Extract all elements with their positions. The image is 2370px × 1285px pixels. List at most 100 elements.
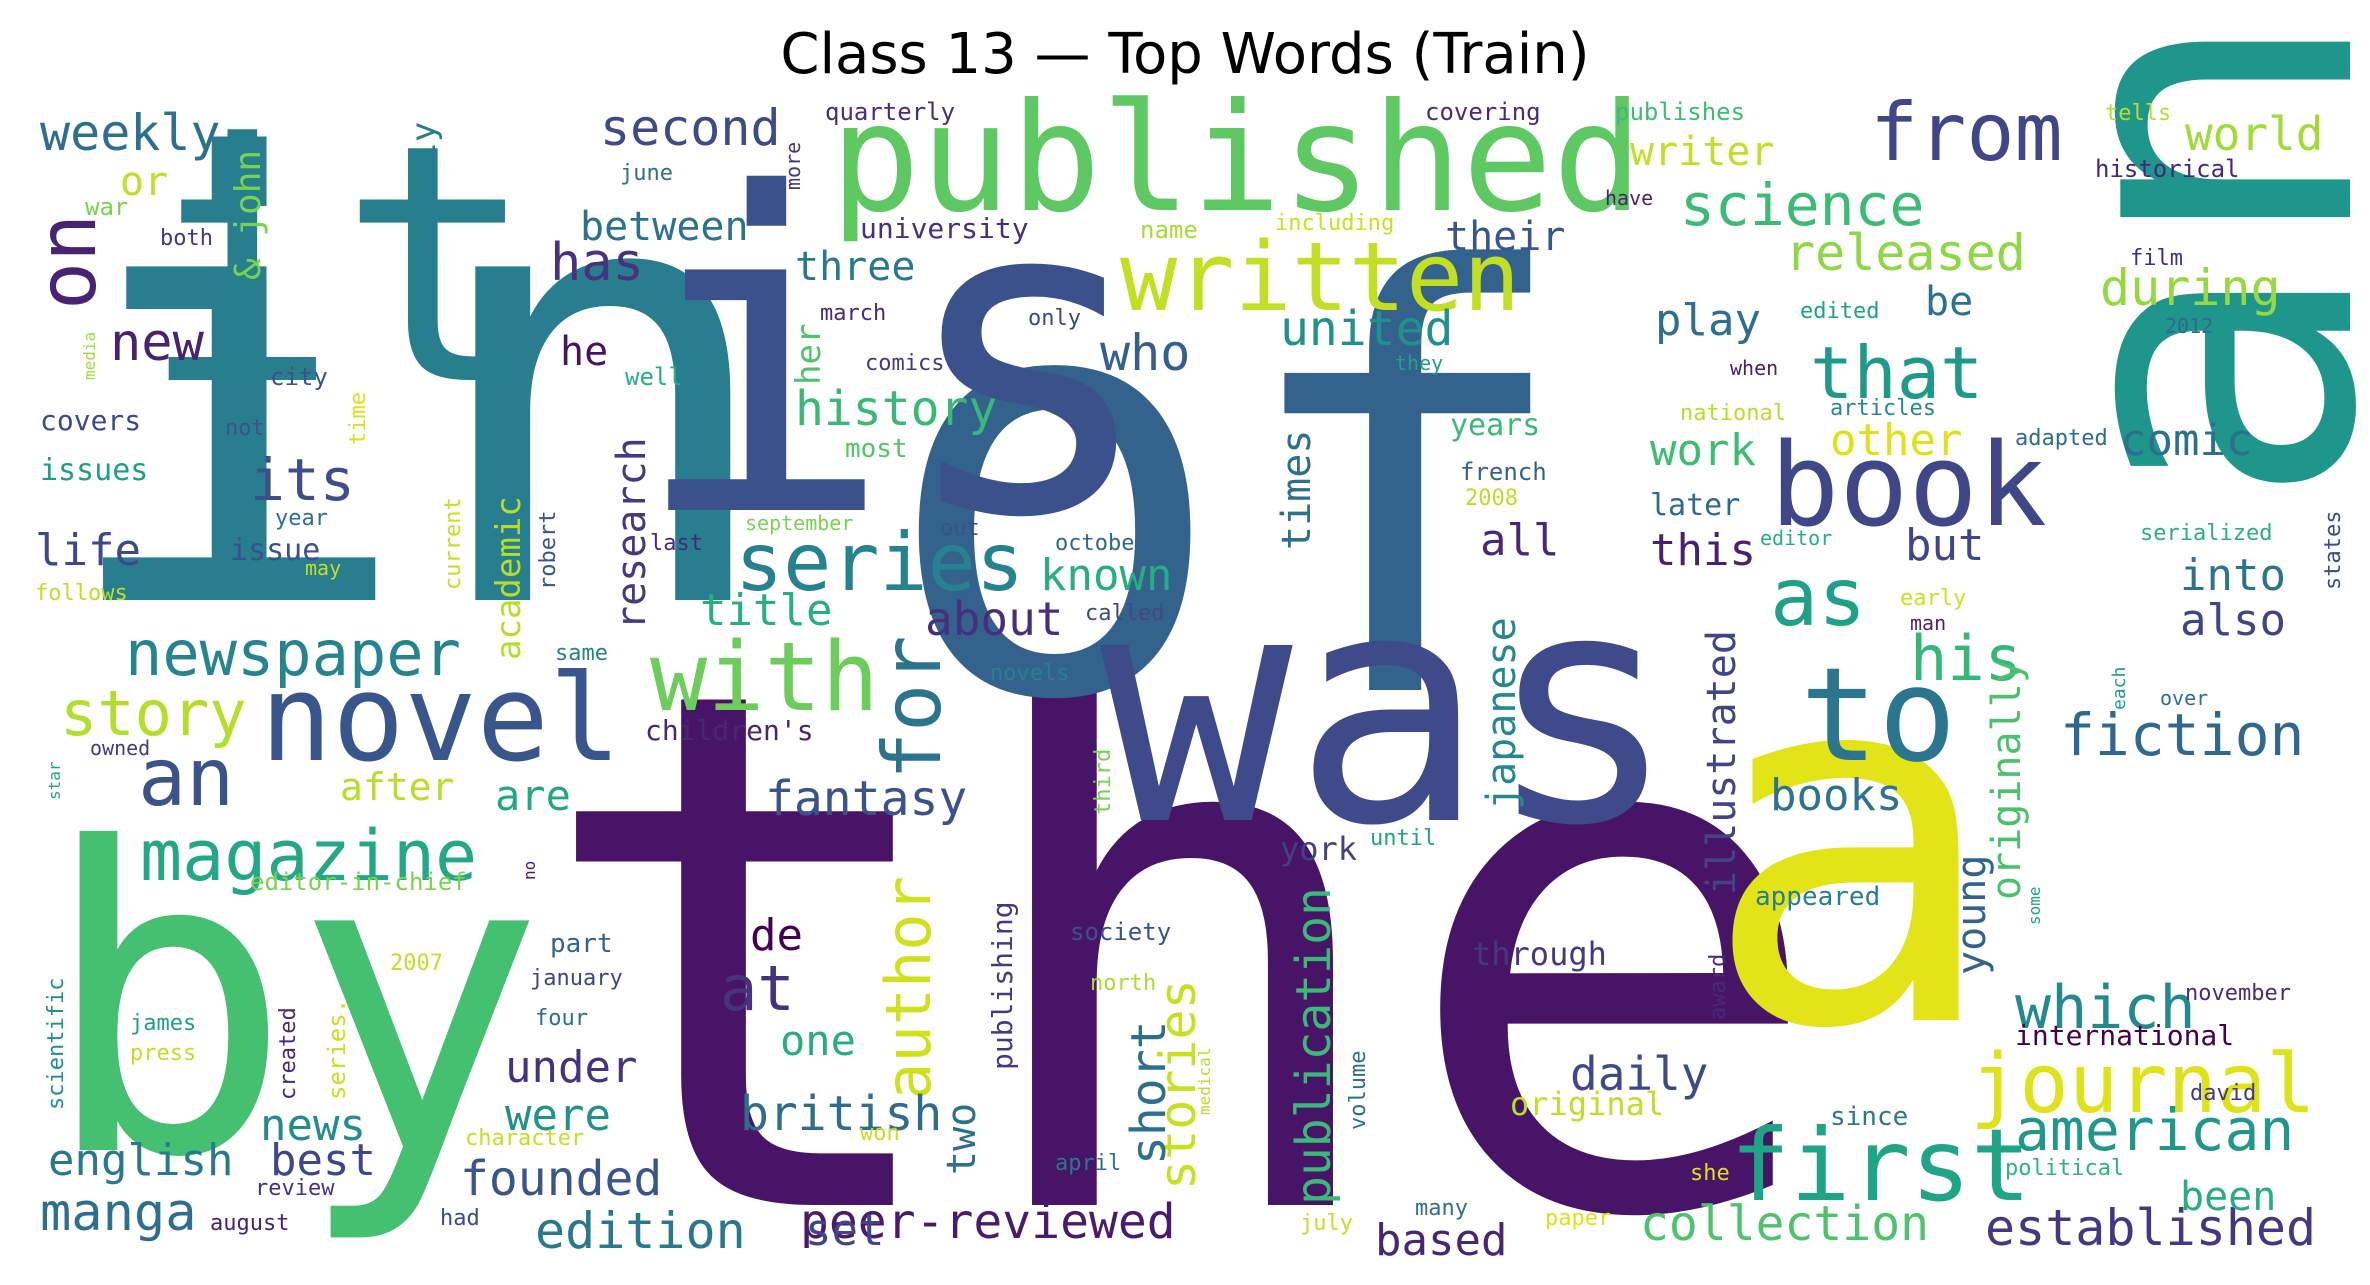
word-into: into — [2180, 550, 2286, 601]
word-at: at — [720, 952, 795, 1025]
word-july: july — [1300, 1211, 1353, 1236]
word-daily: daily — [1570, 1047, 1708, 1101]
word-been: been — [2180, 1174, 2276, 1220]
word-world: world — [2185, 107, 2323, 161]
word-are: are — [495, 771, 571, 820]
word-press: press — [130, 1041, 196, 1066]
word-part: part — [550, 929, 613, 959]
word-north: north — [1090, 971, 1156, 996]
word-international: international — [2015, 1019, 2234, 1052]
word-writer: writer — [1630, 129, 1775, 175]
word-one: one — [780, 1016, 856, 1065]
word-during: during — [2100, 259, 2281, 317]
word-june: june — [620, 161, 673, 186]
word-tells: tells — [2105, 101, 2171, 126]
word-scientific: scientific — [44, 978, 69, 1110]
word-who: who — [1100, 324, 1190, 382]
word-research: research — [609, 437, 655, 630]
word-political: political — [2005, 1156, 2124, 1181]
word-this: this — [1650, 525, 1756, 576]
word-american: american — [2015, 1096, 2294, 1164]
word-articles: articles — [1830, 396, 1936, 421]
word-which: which — [2015, 973, 2196, 1043]
word-later: later — [1650, 488, 1740, 523]
word-with: with — [650, 623, 879, 733]
word-march: march — [820, 301, 886, 326]
word-robert: robert — [536, 511, 561, 590]
word-news: news — [260, 1100, 366, 1151]
word-established: established — [1985, 1199, 2316, 1257]
word-some: some — [2025, 886, 2044, 925]
word-title: title — [700, 585, 832, 636]
word-from: from — [1870, 86, 2063, 179]
word-stories: stories — [1149, 979, 1207, 1190]
word-novel: novel — [260, 650, 621, 789]
word-by: by — [40, 761, 546, 1250]
word-david: david — [2190, 1081, 2256, 1106]
word-series: series. — [323, 999, 351, 1100]
word-he: he — [560, 329, 608, 375]
word-british: british — [740, 1086, 942, 1142]
word-more: more — [781, 142, 805, 190]
word-time: time — [346, 392, 371, 445]
word-character: character — [465, 1126, 584, 1151]
word-editor: editor — [1760, 526, 1832, 550]
word-adapted: adapted — [2015, 426, 2108, 451]
word-publication: publication — [1286, 887, 1342, 1205]
word-book: book — [1770, 419, 2047, 553]
word-early: early — [1900, 586, 1966, 611]
word-is: is — [630, 102, 1160, 614]
word-city: city — [270, 363, 328, 391]
word-through: through — [1472, 935, 1607, 973]
word-journal: journal — [1970, 1037, 2316, 1132]
word-de: de — [750, 910, 803, 961]
word-each: each — [2109, 667, 2130, 710]
word-no: no — [520, 861, 539, 880]
word-or: or — [120, 159, 168, 205]
word-a: a — [1700, 556, 2001, 1138]
word-has: has — [550, 233, 644, 293]
word-academic: academic — [489, 496, 529, 660]
word-won: won — [860, 1121, 900, 1146]
word-medical: medical — [1195, 1048, 1214, 1115]
word-2012: 2012 — [2165, 314, 2213, 338]
word-best: best — [270, 1135, 376, 1186]
word-many: many — [1415, 1196, 1468, 1221]
word-magazine: magazine — [140, 815, 477, 897]
word-created: created — [276, 1007, 301, 1100]
word-war: war — [85, 193, 128, 221]
word-three: three — [795, 244, 915, 290]
word-only: only — [1028, 306, 1081, 331]
word-books: books — [1770, 770, 1902, 821]
word-comic: comic — [2120, 415, 2252, 466]
word-founded: founded — [460, 1151, 662, 1207]
word-written: written — [1120, 223, 1520, 333]
word-york: york — [1280, 830, 1357, 868]
word-series: series — [735, 516, 1024, 609]
word-comics: comics — [865, 351, 944, 376]
word-volume: volume — [1346, 1051, 1371, 1130]
word-also: also — [2180, 595, 2286, 646]
word-young: young — [1949, 855, 1995, 975]
word-paper: paper — [1545, 1206, 1611, 1231]
word-science: science — [1680, 171, 1924, 239]
word-2007: 2007 — [390, 951, 443, 976]
word-september: september — [745, 511, 853, 535]
word-original: original — [1510, 1085, 1664, 1123]
word-both: both — [160, 226, 213, 251]
word-until: until — [1370, 826, 1436, 851]
word-2008: 2008 — [1465, 486, 1518, 511]
word-may: may — [305, 556, 341, 580]
word-history: history — [795, 381, 997, 437]
word-not: not — [225, 416, 265, 441]
word-award: award — [1706, 954, 1731, 1020]
word-on: on — [21, 214, 114, 310]
word-issues: issues — [40, 453, 148, 488]
word-second: second — [600, 99, 781, 157]
word-french: french — [1460, 458, 1547, 486]
word-historical: historical — [2095, 155, 2240, 183]
word-work: work — [1650, 425, 1756, 476]
word-of: of — [880, 152, 1578, 827]
word-covering: covering — [1425, 98, 1541, 126]
